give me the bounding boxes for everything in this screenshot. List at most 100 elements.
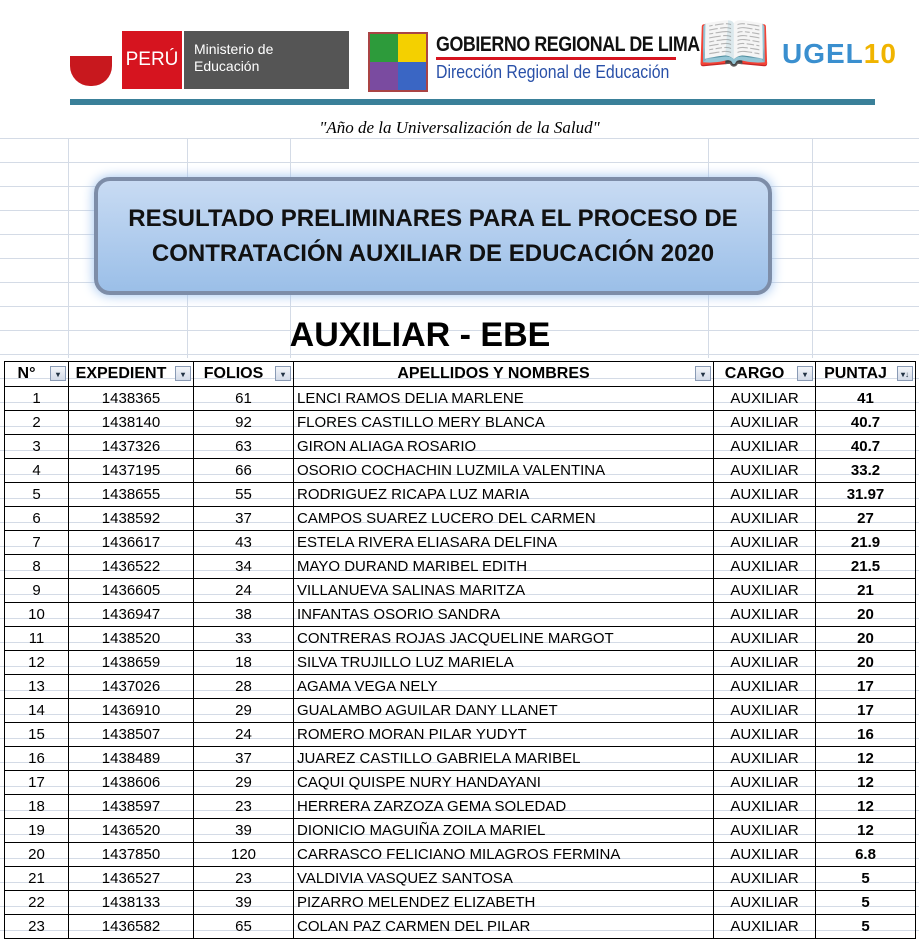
cell-folios[interactable]: 39 [193,818,294,843]
cell-cargo[interactable]: AUXILIAR [713,770,816,795]
cell-cargo[interactable]: AUXILIAR [713,626,816,651]
filter-dropdown-icon[interactable]: ▾ [695,366,711,381]
cell-n[interactable]: 20 [4,842,69,867]
cell-n[interactable]: 2 [4,410,69,435]
cell-folios[interactable]: 38 [193,602,294,627]
cell-puntaje[interactable]: 31.97 [815,482,916,507]
cell-puntaje[interactable]: 12 [815,746,916,771]
cell-apellidos-nombres[interactable]: OSORIO COCHACHIN LUZMILA VALENTINA [293,458,714,483]
cell-expediente[interactable]: 1438592 [68,506,194,531]
cell-cargo[interactable]: AUXILIAR [713,530,816,555]
cell-apellidos-nombres[interactable]: DIONICIO MAGUIÑA ZOILA MARIEL [293,818,714,843]
cell-cargo[interactable]: AUXILIAR [713,650,816,675]
cell-puntaje[interactable]: 20 [815,650,916,675]
cell-cargo[interactable]: AUXILIAR [713,746,816,771]
cell-puntaje[interactable]: 20 [815,602,916,627]
cell-folios[interactable]: 28 [193,674,294,699]
cell-folios[interactable]: 34 [193,554,294,579]
sort-descending-filter-icon[interactable]: ▾↓ [897,366,913,381]
filter-dropdown-icon[interactable]: ▾ [275,366,291,381]
cell-folios[interactable]: 63 [193,434,294,459]
cell-apellidos-nombres[interactable]: HERRERA ZARZOZA GEMA SOLEDAD [293,794,714,819]
cell-puntaje[interactable]: 27 [815,506,916,531]
cell-apellidos-nombres[interactable]: RODRIGUEZ RICAPA LUZ MARIA [293,482,714,507]
cell-n[interactable]: 18 [4,794,69,819]
cell-expediente[interactable]: 1437326 [68,434,194,459]
cell-cargo[interactable]: AUXILIAR [713,674,816,699]
cell-expediente[interactable]: 1436527 [68,866,194,891]
cell-puntaje[interactable]: 21.9 [815,530,916,555]
cell-apellidos-nombres[interactable]: CAQUI QUISPE NURY HANDAYANI [293,770,714,795]
cell-puntaje[interactable]: 21.5 [815,554,916,579]
cell-apellidos-nombres[interactable]: CAMPOS SUAREZ LUCERO DEL CARMEN [293,506,714,531]
cell-n[interactable]: 17 [4,770,69,795]
cell-folios[interactable]: 33 [193,626,294,651]
cell-folios[interactable]: 23 [193,794,294,819]
cell-apellidos-nombres[interactable]: GIRON ALIAGA ROSARIO [293,434,714,459]
cell-apellidos-nombres[interactable]: LENCI RAMOS DELIA MARLENE [293,386,714,411]
cell-cargo[interactable]: AUXILIAR [713,818,816,843]
cell-expediente[interactable]: 1438597 [68,794,194,819]
cell-expediente[interactable]: 1436520 [68,818,194,843]
cell-n[interactable]: 10 [4,602,69,627]
cell-puntaje[interactable]: 12 [815,818,916,843]
filter-dropdown-icon[interactable]: ▾ [50,366,66,381]
cell-cargo[interactable]: AUXILIAR [713,386,816,411]
cell-apellidos-nombres[interactable]: CONTRERAS ROJAS JACQUELINE MARGOT [293,626,714,651]
cell-cargo[interactable]: AUXILIAR [713,578,816,603]
cell-expediente[interactable]: 1437026 [68,674,194,699]
cell-folios[interactable]: 120 [193,842,294,867]
cell-folios[interactable]: 55 [193,482,294,507]
cell-n[interactable]: 13 [4,674,69,699]
cell-n[interactable]: 7 [4,530,69,555]
cell-folios[interactable]: 65 [193,914,294,939]
cell-cargo[interactable]: AUXILIAR [713,554,816,579]
cell-expediente[interactable]: 1436947 [68,602,194,627]
cell-expediente[interactable]: 1438659 [68,650,194,675]
cell-puntaje[interactable]: 5 [815,866,916,891]
cell-expediente[interactable]: 1436617 [68,530,194,555]
cell-apellidos-nombres[interactable]: SILVA TRUJILLO LUZ MARIELA [293,650,714,675]
cell-folios[interactable]: 43 [193,530,294,555]
cell-cargo[interactable]: AUXILIAR [713,434,816,459]
cell-cargo[interactable]: AUXILIAR [713,914,816,939]
cell-n[interactable]: 21 [4,866,69,891]
cell-expediente[interactable]: 1436910 [68,698,194,723]
cell-puntaje[interactable]: 17 [815,674,916,699]
cell-apellidos-nombres[interactable]: ROMERO MORAN PILAR YUDYT [293,722,714,747]
cell-puntaje[interactable]: 16 [815,722,916,747]
cell-puntaje[interactable]: 5 [815,914,916,939]
cell-expediente[interactable]: 1437195 [68,458,194,483]
cell-n[interactable]: 4 [4,458,69,483]
cell-apellidos-nombres[interactable]: COLAN PAZ CARMEN DEL PILAR [293,914,714,939]
cell-expediente[interactable]: 1438520 [68,626,194,651]
cell-apellidos-nombres[interactable]: PIZARRO MELENDEZ ELIZABETH [293,890,714,915]
cell-puntaje[interactable]: 12 [815,770,916,795]
cell-n[interactable]: 11 [4,626,69,651]
cell-folios[interactable]: 24 [193,722,294,747]
cell-cargo[interactable]: AUXILIAR [713,842,816,867]
cell-cargo[interactable]: AUXILIAR [713,602,816,627]
cell-puntaje[interactable]: 41 [815,386,916,411]
cell-folios[interactable]: 18 [193,650,294,675]
cell-expediente[interactable]: 1438655 [68,482,194,507]
cell-expediente[interactable]: 1437850 [68,842,194,867]
cell-expediente[interactable]: 1438489 [68,746,194,771]
cell-n[interactable]: 6 [4,506,69,531]
cell-apellidos-nombres[interactable]: VALDIVIA VASQUEZ SANTOSA [293,866,714,891]
cell-folios[interactable]: 37 [193,746,294,771]
cell-n[interactable]: 15 [4,722,69,747]
cell-puntaje[interactable]: 6.8 [815,842,916,867]
filter-dropdown-icon[interactable]: ▾ [797,366,813,381]
cell-cargo[interactable]: AUXILIAR [713,506,816,531]
cell-expediente[interactable]: 1438365 [68,386,194,411]
cell-puntaje[interactable]: 5 [815,890,916,915]
cell-cargo[interactable]: AUXILIAR [713,410,816,435]
cell-n[interactable]: 23 [4,914,69,939]
cell-folios[interactable]: 24 [193,578,294,603]
cell-cargo[interactable]: AUXILIAR [713,890,816,915]
filter-dropdown-icon[interactable]: ▾ [175,366,191,381]
cell-apellidos-nombres[interactable]: FLORES CASTILLO MERY BLANCA [293,410,714,435]
cell-folios[interactable]: 23 [193,866,294,891]
cell-folios[interactable]: 61 [193,386,294,411]
